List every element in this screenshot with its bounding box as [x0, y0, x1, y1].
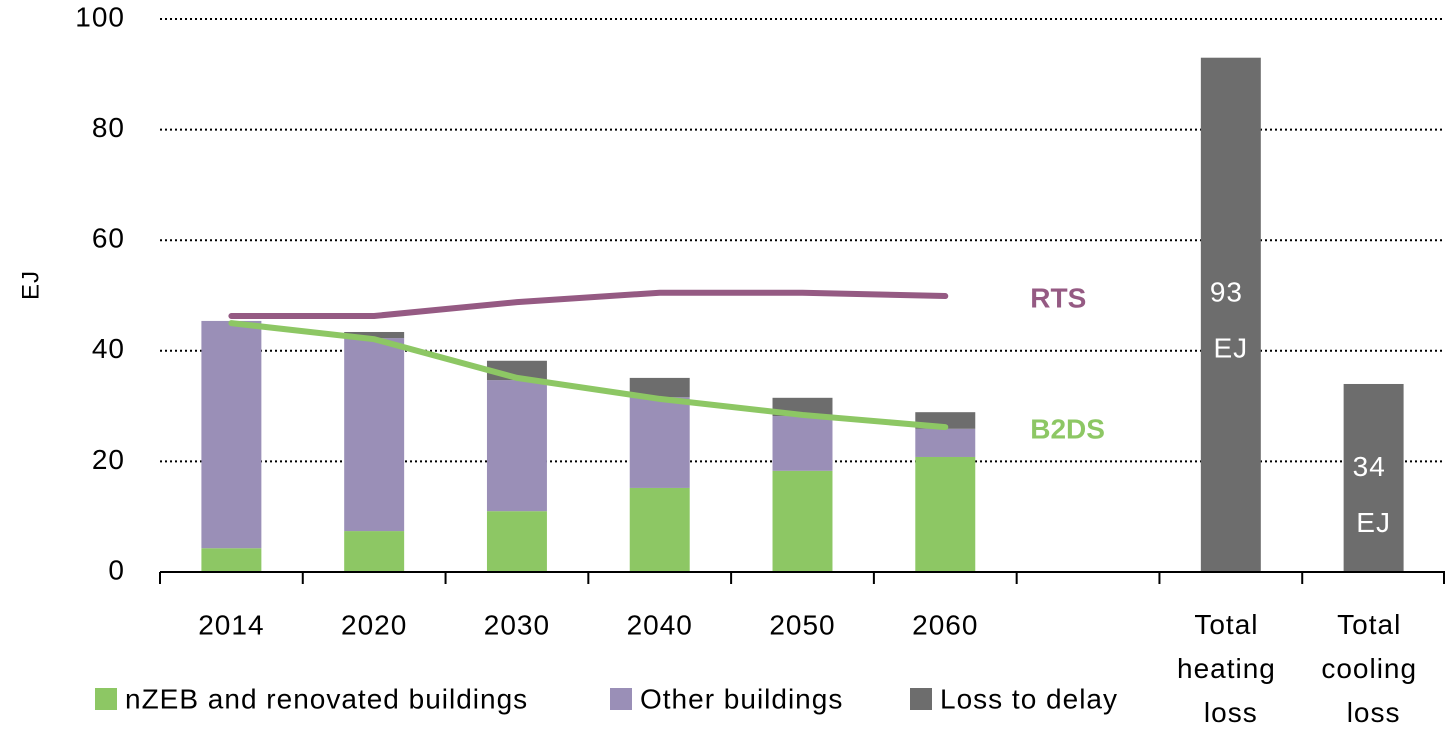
text-line: loss	[1204, 697, 1258, 728]
x-tick-label: 2030	[484, 609, 550, 640]
x-tick-label: Total cooling loss	[1321, 609, 1426, 728]
y-tick-label: 20	[92, 444, 125, 475]
y-tick-label: 0	[108, 554, 125, 585]
bar	[915, 428, 976, 457]
legend-swatch	[95, 688, 117, 710]
text-line: EJ	[1356, 507, 1391, 538]
x-tick-label: 2020	[341, 609, 407, 640]
bar	[201, 320, 262, 549]
x-tick-label: Total heating loss	[1177, 609, 1285, 728]
y-tick-label: 80	[92, 112, 125, 143]
legend-label: Other buildings	[640, 683, 843, 714]
text-line: 93	[1210, 277, 1252, 308]
line	[228, 289, 949, 319]
text-line: Total	[1194, 609, 1267, 640]
bar	[486, 511, 547, 572]
bar	[629, 397, 690, 488]
x-tick-label: 2060	[912, 609, 978, 640]
bar	[629, 377, 690, 398]
text-line: cooling	[1321, 653, 1426, 684]
value-label: 93 EJ	[1210, 277, 1252, 364]
bar	[629, 487, 690, 572]
legend-swatch	[910, 688, 932, 710]
bar	[772, 416, 833, 471]
bar	[1343, 383, 1404, 572]
bar	[772, 470, 833, 572]
bar	[344, 338, 405, 532]
text-line: 34	[1353, 451, 1395, 482]
bar	[344, 531, 405, 572]
x-tick-label: 2014	[198, 609, 264, 640]
bar	[201, 548, 262, 572]
bar	[486, 380, 547, 512]
line-label: RTS	[1030, 282, 1086, 313]
y-tick-label: 100	[75, 1, 125, 32]
x-tick-label: 2050	[769, 609, 835, 640]
line	[228, 320, 949, 431]
bar	[1200, 57, 1261, 572]
value-label: 34 EJ	[1353, 451, 1395, 538]
text-line: heating	[1177, 653, 1285, 684]
bar	[344, 331, 405, 339]
bar	[915, 456, 976, 572]
x-tick-label: 2040	[627, 609, 693, 640]
legend-label: Loss to delay	[940, 683, 1118, 714]
line-label: B2DS	[1030, 414, 1105, 445]
text-line: loss	[1347, 697, 1401, 728]
text-line: EJ	[1213, 333, 1248, 364]
text-line: Total	[1337, 609, 1410, 640]
y-axis-label: EJ	[17, 270, 44, 300]
legend-label: nZEB and renovated buildings	[125, 683, 528, 714]
legend-swatch	[610, 688, 632, 710]
y-tick-label: 60	[92, 223, 125, 254]
y-tick-label: 40	[92, 333, 125, 364]
